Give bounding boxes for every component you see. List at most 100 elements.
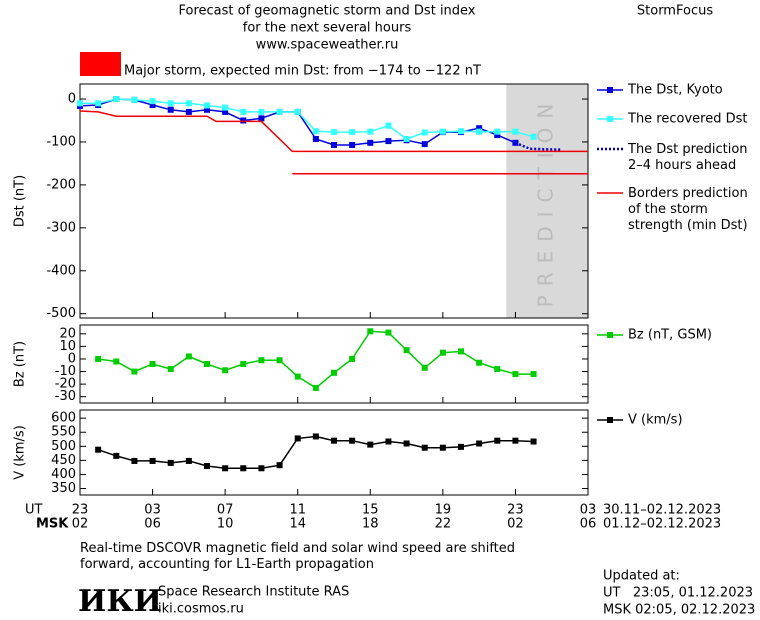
y-tick-label: -100	[46, 134, 76, 149]
point	[276, 357, 283, 364]
x-tick-label: 23	[507, 503, 524, 518]
legend-label: Bz (nT, GSM)	[628, 328, 712, 343]
point	[240, 465, 247, 472]
point	[294, 373, 301, 380]
point	[403, 440, 410, 447]
y-tick-label: 550	[51, 425, 76, 440]
y-tick-label: 400	[51, 467, 76, 482]
point	[185, 457, 192, 464]
point	[131, 457, 138, 464]
prediction-region	[506, 84, 588, 318]
point	[113, 452, 120, 459]
legend-marker	[607, 116, 613, 122]
y-axis-label: Dst (nT)	[13, 175, 28, 227]
brand: StormFocus	[637, 4, 713, 19]
point	[439, 444, 446, 451]
series-line	[514, 141, 561, 151]
storm-label: Major storm, expected min Dst: from −174…	[124, 64, 481, 79]
institute: Space Research Institute RAS	[158, 585, 349, 600]
point	[204, 102, 210, 109]
legend-label: The Dst, Kyoto	[627, 83, 723, 98]
x-tick-label: 15	[362, 503, 379, 518]
point	[494, 128, 501, 135]
point	[240, 117, 247, 124]
point	[421, 129, 428, 136]
msk-range: 01.12–02.12.2023	[603, 517, 721, 532]
point	[367, 139, 374, 146]
panel-frame	[79, 83, 589, 319]
y-tick-label: -300	[46, 220, 76, 235]
point	[331, 437, 337, 444]
point	[185, 353, 192, 360]
x-tick-label: 19	[435, 503, 452, 518]
point	[367, 441, 374, 448]
site: iki.cosmos.ru	[158, 602, 244, 617]
legend-marker	[607, 332, 613, 338]
point	[294, 435, 301, 442]
msk-label: MSK	[36, 517, 69, 532]
point	[204, 106, 210, 113]
x-tick-label: 02	[72, 517, 89, 532]
point	[385, 122, 392, 129]
point	[530, 438, 537, 445]
point	[222, 465, 229, 472]
point	[458, 443, 464, 450]
point	[167, 100, 174, 107]
point	[494, 437, 501, 444]
x-tick-label: 02	[507, 517, 524, 532]
x-tick-label: 06	[144, 517, 161, 532]
point	[276, 462, 283, 469]
y-tick-label: -500	[46, 306, 76, 321]
y-tick-label: 500	[51, 439, 76, 454]
point	[476, 125, 483, 132]
legend-label: Borders prediction of the storm strength (…	[628, 186, 748, 233]
y-axis-label: V (km/s)	[13, 425, 28, 480]
point	[349, 437, 356, 444]
y-tick-label: 450	[51, 453, 76, 468]
point	[240, 108, 247, 115]
point	[222, 104, 229, 111]
y-axis-label: Bz (nT)	[13, 341, 28, 387]
point	[312, 128, 319, 135]
point	[331, 141, 337, 148]
y-tick-label: -400	[46, 263, 76, 278]
point	[403, 347, 410, 354]
point	[149, 98, 156, 105]
point	[149, 457, 156, 464]
point	[512, 128, 519, 135]
point	[77, 100, 83, 107]
point	[185, 100, 192, 107]
x-tick-label: 03	[144, 503, 161, 518]
point	[312, 135, 319, 142]
legend-label: V (km/s)	[628, 413, 683, 428]
point	[222, 108, 229, 115]
point	[276, 108, 283, 115]
point	[385, 329, 392, 336]
point	[421, 444, 428, 451]
point	[349, 355, 356, 362]
point	[113, 96, 120, 103]
point	[113, 358, 120, 365]
point	[185, 108, 192, 115]
point	[312, 384, 319, 391]
point	[385, 438, 392, 445]
y-tick-label: -10	[55, 364, 76, 379]
point	[258, 108, 265, 115]
panel-frame	[79, 409, 589, 496]
point	[421, 364, 428, 371]
y-tick-label: 10	[59, 339, 76, 354]
y-tick-label: -200	[46, 177, 76, 192]
point	[204, 361, 210, 367]
point	[331, 129, 337, 136]
point	[167, 366, 174, 373]
point	[95, 355, 102, 362]
point	[294, 108, 301, 115]
series-line	[79, 110, 588, 175]
series-line	[80, 98, 534, 140]
point	[258, 357, 265, 364]
ut-label: UT	[25, 503, 43, 518]
point	[494, 132, 501, 139]
point	[312, 433, 319, 440]
point	[204, 463, 210, 470]
